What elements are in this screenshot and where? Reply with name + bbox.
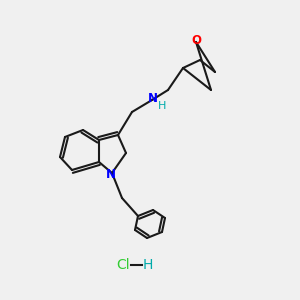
- Text: Cl: Cl: [116, 258, 130, 272]
- Text: N: N: [106, 167, 116, 181]
- Text: O: O: [191, 34, 201, 46]
- Text: H: H: [158, 101, 166, 111]
- Text: N: N: [148, 92, 158, 106]
- Text: H: H: [143, 258, 153, 272]
